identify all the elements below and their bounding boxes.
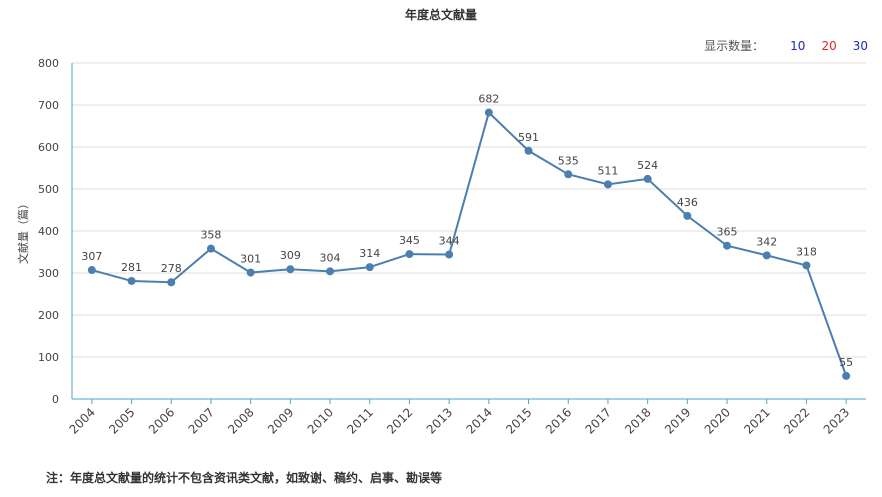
data-point bbox=[405, 250, 414, 259]
y-tick-label: 200 bbox=[38, 309, 59, 322]
x-tick-label: 2021 bbox=[741, 405, 772, 436]
x-tick-label: 2022 bbox=[781, 405, 812, 436]
data-label: 535 bbox=[558, 154, 579, 167]
count-option-10[interactable]: 10 bbox=[790, 38, 806, 53]
data-point bbox=[524, 146, 533, 155]
x-tick-label: 2011 bbox=[344, 405, 375, 436]
count-option-30[interactable]: 30 bbox=[852, 38, 868, 53]
data-point bbox=[683, 211, 692, 220]
data-label: 345 bbox=[399, 234, 420, 247]
line-chart: 0 100 200 300 400 500 600 700 800 2004 2005 2006 200… bbox=[16, 57, 866, 437]
data-point bbox=[246, 268, 255, 277]
footnote: 注：年度总文献量的统计不包含资讯类文献，如致谢、稿约、启事、勘误等 bbox=[46, 471, 443, 485]
data-label: 314 bbox=[359, 247, 380, 260]
x-tick-label: 2018 bbox=[622, 405, 653, 436]
data-point bbox=[326, 267, 335, 276]
data-point bbox=[365, 263, 374, 272]
data-point bbox=[564, 170, 573, 179]
series-line bbox=[91, 110, 848, 377]
display-count-label: 显示数量： bbox=[704, 39, 765, 53]
data-point bbox=[484, 108, 493, 117]
data-label: 301 bbox=[240, 253, 261, 266]
data-label: 307 bbox=[81, 250, 102, 263]
data-point bbox=[445, 250, 454, 259]
data-point bbox=[802, 261, 811, 270]
display-count-selector: 显示数量： 10 20 30 bbox=[704, 37, 868, 54]
y-tick-label: 400 bbox=[38, 225, 59, 238]
data-label: 281 bbox=[121, 261, 142, 274]
data-label: 682 bbox=[478, 93, 499, 106]
data-label: 365 bbox=[717, 226, 738, 239]
y-tick-label: 700 bbox=[38, 99, 59, 112]
data-label: 309 bbox=[280, 249, 301, 262]
data-point bbox=[643, 174, 652, 183]
y-tick-label: 500 bbox=[38, 183, 59, 196]
data-point bbox=[167, 278, 176, 287]
data-label: 342 bbox=[756, 235, 777, 248]
data-point bbox=[286, 265, 295, 274]
data-label: 436 bbox=[677, 196, 698, 209]
x-tick-label: 2007 bbox=[186, 405, 217, 436]
data-point bbox=[603, 180, 612, 189]
data-label: 524 bbox=[637, 159, 658, 172]
data-label: 55 bbox=[839, 356, 853, 369]
data-label: 278 bbox=[161, 262, 182, 275]
x-tick-label: 2023 bbox=[821, 405, 852, 436]
data-label: 344 bbox=[439, 235, 460, 248]
data-point bbox=[87, 266, 96, 275]
x-tick-label: 2020 bbox=[702, 405, 733, 436]
y-tick-label: 100 bbox=[38, 351, 59, 364]
data-point bbox=[842, 371, 851, 380]
x-tick-label: 2008 bbox=[225, 405, 256, 436]
x-tick-label: 2016 bbox=[543, 405, 574, 436]
y-tick-label: 300 bbox=[38, 267, 59, 280]
data-point bbox=[762, 251, 771, 260]
x-tick-label: 2004 bbox=[66, 405, 97, 436]
data-label: 358 bbox=[200, 229, 221, 242]
x-tick-label: 2014 bbox=[463, 405, 494, 436]
count-option-20[interactable]: 20 bbox=[821, 38, 837, 53]
data-point bbox=[127, 276, 136, 285]
x-tick-label: 2017 bbox=[583, 405, 614, 436]
x-tick-label: 2005 bbox=[106, 405, 137, 436]
data-point bbox=[723, 241, 732, 250]
x-tick-label: 2019 bbox=[662, 405, 693, 436]
data-label: 318 bbox=[796, 245, 817, 258]
x-tick-label: 2010 bbox=[305, 405, 336, 436]
x-tick-label: 2013 bbox=[424, 405, 455, 436]
x-tick-label: 2012 bbox=[384, 405, 415, 436]
y-tick-label: 0 bbox=[52, 393, 59, 406]
y-tick-label: 800 bbox=[38, 57, 59, 70]
x-tick-label: 2009 bbox=[265, 405, 296, 436]
y-axis-label: 文献量（篇） bbox=[16, 198, 30, 264]
x-tick-label: 2015 bbox=[503, 405, 534, 436]
data-label: 511 bbox=[597, 164, 618, 177]
data-label: 304 bbox=[320, 251, 341, 264]
data-label: 591 bbox=[518, 131, 539, 144]
y-tick-label: 600 bbox=[38, 141, 59, 154]
x-tick-label: 2006 bbox=[146, 405, 177, 436]
chart-title: 年度总文献量 bbox=[404, 8, 477, 22]
data-point bbox=[206, 244, 215, 253]
